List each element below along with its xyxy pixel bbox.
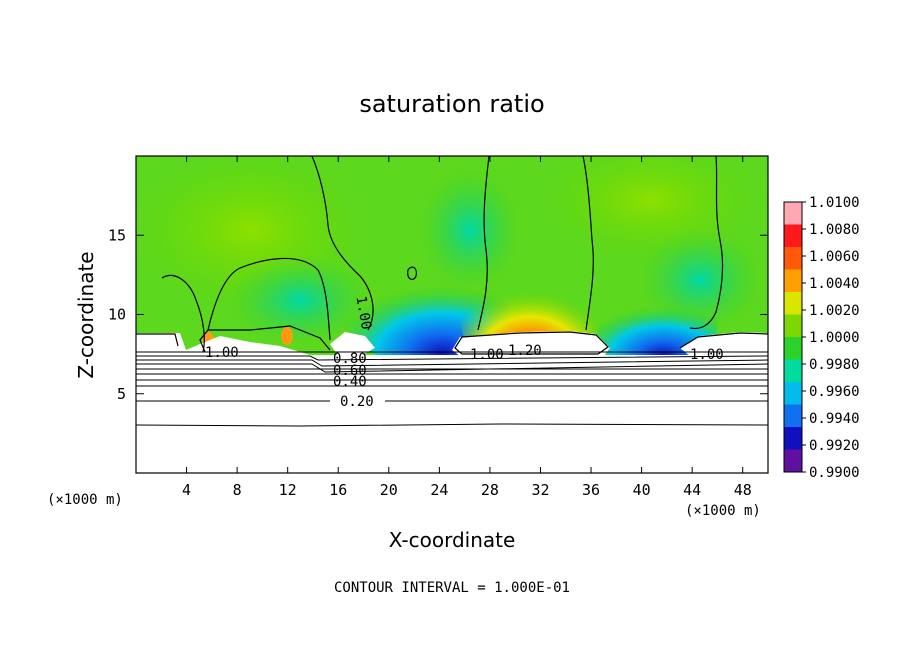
colorbar-tick-label: 1.0080 bbox=[809, 222, 860, 238]
x-tick-label: 24 bbox=[430, 481, 448, 499]
x-tick-label: 8 bbox=[233, 481, 242, 499]
x-axis-title: X-coordinate bbox=[389, 528, 516, 552]
contour-line-stack-2 bbox=[136, 355, 768, 361]
x-unit-label: (×1000 m) bbox=[47, 492, 123, 508]
colorbar-tick-label: 0.9900 bbox=[809, 465, 860, 481]
x-tick-label: 36 bbox=[582, 481, 600, 499]
colorbar-band bbox=[784, 269, 802, 293]
white-cloud-center bbox=[452, 331, 610, 356]
contour-label: 0.40 bbox=[333, 374, 367, 390]
field-teal-2 bbox=[420, 170, 520, 290]
colorbar-tick-label: 1.0000 bbox=[809, 330, 860, 346]
contour-small-loop bbox=[407, 266, 417, 280]
field-teal-1 bbox=[230, 255, 370, 345]
colorbar-tick-label: 0.9940 bbox=[809, 411, 860, 427]
y-tick-label: 15 bbox=[108, 226, 126, 244]
colorbar-tick-label: 0.9980 bbox=[809, 357, 860, 373]
colorbar-tick-label: 1.0040 bbox=[809, 276, 860, 292]
contour-interval-text: CONTOUR INTERVAL = 1.000E-01 bbox=[334, 580, 570, 596]
contour-label: 1.20 bbox=[508, 343, 542, 359]
chart-title: saturation ratio bbox=[359, 90, 544, 118]
colorbar-tick-label: 1.0100 bbox=[809, 195, 860, 211]
colorbar-tick-label: 1.0060 bbox=[809, 249, 860, 265]
contour-label: 1.00 bbox=[470, 347, 504, 363]
white-cloud-mid bbox=[330, 332, 375, 356]
colorbar-band bbox=[784, 202, 802, 225]
colorbar-band bbox=[784, 449, 802, 473]
contour-line-1-00-c bbox=[311, 156, 374, 331]
x-tick-label: 20 bbox=[380, 481, 398, 499]
colorbar-tick-label: 0.9920 bbox=[809, 438, 860, 454]
x-tick-label: 16 bbox=[329, 481, 347, 499]
colorbar-band bbox=[784, 382, 802, 405]
orange-patch-3 bbox=[281, 327, 293, 345]
contour-line-1-00-e bbox=[582, 156, 594, 331]
contour-label: 1.00 bbox=[352, 295, 374, 331]
colorbar-band bbox=[784, 224, 802, 248]
contour-line-1-00-b bbox=[207, 257, 331, 341]
x-axis: 4 8 12 16 20 24 28 32 36 40 44 48 bbox=[182, 156, 752, 499]
x-tick-label: 28 bbox=[481, 481, 499, 499]
y-axis-title: Z-coordinate bbox=[74, 251, 98, 378]
contour-label: 1.00 bbox=[690, 347, 724, 363]
contour-line-stack-3 bbox=[136, 359, 768, 367]
contour-label: 0.80 bbox=[333, 351, 367, 367]
colorbar: 1.0100 1.0080 1.0060 1.0040 1.0020 1.0000 0.99… bbox=[783, 195, 860, 481]
white-cloud-right bbox=[680, 332, 768, 356]
contour-line-upper bbox=[136, 325, 331, 353]
colorbar-band bbox=[784, 292, 802, 315]
contour-label: 0.20 bbox=[340, 394, 374, 410]
colorbar-band bbox=[784, 247, 802, 270]
colorbar-band bbox=[784, 404, 802, 428]
contour-line-cloud-center bbox=[454, 331, 609, 355]
contour-line-1-00-d bbox=[477, 156, 490, 331]
plot-area bbox=[136, 156, 768, 473]
contour-line-1-00-a bbox=[161, 274, 205, 353]
x-tick-label: 4 bbox=[182, 481, 191, 499]
contour-labels: 1.00 1.00 1.00 1.20 1.00 0.80 0.60 0.40 … bbox=[205, 295, 724, 410]
contour-line-stack-4 bbox=[136, 363, 768, 373]
contour-label: 0.60 bbox=[333, 363, 367, 379]
stable-layer bbox=[136, 355, 768, 473]
y-tick-label: 5 bbox=[117, 385, 126, 403]
contour-label: 1.00 bbox=[205, 345, 239, 361]
contour-line-0-10 bbox=[136, 423, 768, 427]
z-unit-label: (×1000 m) bbox=[685, 503, 761, 519]
y-tick-label: 10 bbox=[108, 306, 126, 324]
colorbar-band bbox=[784, 427, 802, 450]
colorbar-band bbox=[784, 337, 802, 360]
colorbar-tick-label: 0.9960 bbox=[809, 384, 860, 400]
contour-line-cloud-right bbox=[679, 332, 768, 349]
contour-line-1-00-f bbox=[689, 156, 724, 330]
x-tick-label: 40 bbox=[633, 481, 651, 499]
subsaturated-region-right bbox=[582, 287, 718, 363]
x-tick-label: 12 bbox=[279, 481, 297, 499]
x-tick-label: 44 bbox=[683, 481, 701, 499]
y-axis: 5 10 15 bbox=[108, 226, 768, 403]
colorbar-band bbox=[784, 359, 802, 383]
x-tick-label: 48 bbox=[734, 481, 752, 499]
x-tick-label: 32 bbox=[531, 481, 549, 499]
colorbar-tick-label: 1.0020 bbox=[809, 303, 860, 319]
colorbar-band bbox=[784, 314, 802, 338]
